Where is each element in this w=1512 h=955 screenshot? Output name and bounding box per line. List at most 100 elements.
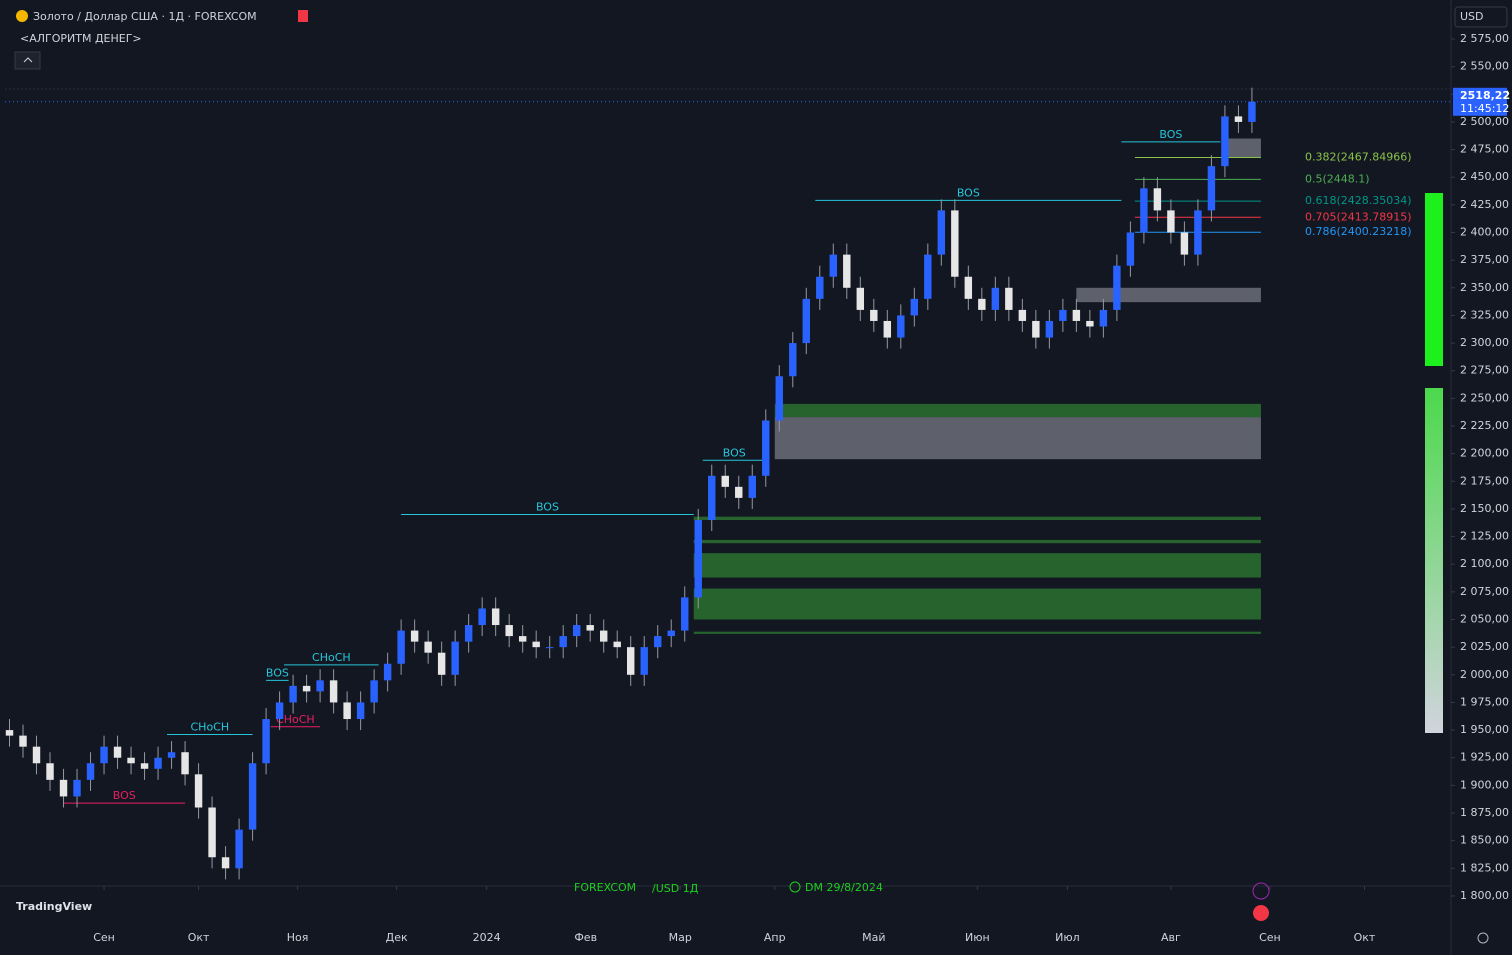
- candle-body: [1045, 320, 1054, 338]
- candle-body: [5, 730, 14, 736]
- candle-body: [167, 752, 176, 758]
- y-tick-label: 2 025,00: [1460, 640, 1509, 653]
- y-tick-label: 1 825,00: [1460, 861, 1509, 874]
- y-tick-label: 2 350,00: [1460, 281, 1509, 294]
- candle-body: [883, 320, 892, 338]
- x-tick-label: Окт: [188, 931, 210, 944]
- candle-body: [1140, 188, 1148, 233]
- candle-body: [464, 625, 473, 642]
- candle-body: [329, 680, 338, 703]
- candle-body: [32, 746, 41, 764]
- candle-body: [1126, 232, 1135, 266]
- x-tick-label: Окт: [1354, 931, 1376, 944]
- candle-body: [694, 519, 702, 598]
- candle-body: [613, 641, 621, 648]
- candle-body: [572, 625, 581, 637]
- y-tick-label: 2 150,00: [1460, 502, 1509, 515]
- structure-label: BOS: [957, 186, 980, 199]
- currency-button[interactable]: [1454, 6, 1508, 28]
- event-icon[interactable]: [1252, 882, 1270, 900]
- candle-body: [559, 636, 567, 648]
- candle-body: [599, 630, 608, 642]
- candle-body: [275, 702, 284, 720]
- clock-icon: [789, 881, 801, 893]
- zone: [693, 553, 1261, 578]
- symbol-icon: [16, 10, 28, 22]
- candle-body: [586, 625, 594, 631]
- candle-body: [640, 647, 648, 675]
- x-tick-label: Июл: [1055, 931, 1080, 944]
- candle-body: [897, 315, 905, 338]
- candle-body: [748, 475, 756, 498]
- strength-bar: [1425, 388, 1443, 733]
- structure-label: BOS: [723, 446, 746, 459]
- candle-body: [1032, 320, 1040, 338]
- candle-body: [937, 210, 946, 255]
- candle-body: [1221, 116, 1229, 167]
- x-tick-label: Июн: [965, 931, 990, 944]
- y-tick-label: 2 400,00: [1460, 226, 1509, 239]
- y-tick-label: 2 375,00: [1460, 253, 1509, 266]
- candle-body: [816, 276, 824, 299]
- y-tick-label: 2 275,00: [1460, 364, 1509, 377]
- candle-body: [46, 763, 54, 780]
- candle-body: [681, 597, 689, 631]
- candle-body: [235, 829, 243, 869]
- y-tick-label: 2 125,00: [1460, 530, 1509, 543]
- candle-body: [856, 287, 865, 310]
- candle-body: [248, 763, 257, 830]
- candle-body: [194, 774, 203, 808]
- candle-body: [1194, 210, 1202, 255]
- candle-body: [1248, 101, 1256, 122]
- y-tick-label: 1 850,00: [1460, 834, 1509, 847]
- candle-body: [491, 608, 500, 626]
- y-tick-label: 2 500,00: [1460, 115, 1509, 128]
- watermark-date: DM 29/8/2024: [805, 881, 883, 894]
- flag-icon[interactable]: [298, 10, 308, 22]
- candle-body: [1018, 309, 1027, 321]
- candle-body: [991, 287, 1000, 310]
- zone: [1224, 138, 1261, 158]
- candle-body: [478, 608, 486, 626]
- x-tick-label: 2024: [473, 931, 501, 944]
- y-tick-label: 2 325,00: [1460, 308, 1509, 321]
- settings-icon[interactable]: [1477, 932, 1489, 944]
- x-tick-label: Сен: [1259, 931, 1281, 944]
- candle-body: [1099, 309, 1108, 327]
- candle-body: [1153, 188, 1162, 211]
- candle-body: [316, 680, 324, 692]
- last-price-label: 2518,22: [1460, 89, 1510, 102]
- candle-body: [1059, 309, 1067, 321]
- y-tick-label: 2 000,00: [1460, 668, 1509, 681]
- collapse-button[interactable]: [14, 51, 41, 70]
- candle-body: [964, 276, 973, 299]
- candle-body: [451, 641, 459, 675]
- candle-body: [262, 719, 270, 764]
- y-tick-label: 2 450,00: [1460, 170, 1509, 183]
- candle-body: [1207, 166, 1216, 211]
- candle-body: [1005, 287, 1013, 310]
- candle-body: [437, 652, 446, 675]
- candle-body: [1167, 210, 1175, 233]
- candle-body: [505, 625, 513, 637]
- candle-body: [1234, 116, 1243, 122]
- candle-body: [356, 702, 365, 720]
- chart-title: Золото / Доллар США · 1Д · FOREXCOM: [33, 10, 257, 23]
- candle-body: [140, 763, 149, 769]
- candle-body: [208, 807, 216, 858]
- candle-body: [924, 254, 932, 299]
- structure-label: BOS: [536, 500, 559, 513]
- y-tick-label: 2 050,00: [1460, 613, 1509, 626]
- candle-body: [1072, 309, 1081, 321]
- x-tick-label: Авг: [1161, 931, 1181, 944]
- indicator-name: <АЛГОРИТМ ДЕНЕГ>: [20, 32, 142, 45]
- event-icon[interactable]: [1253, 905, 1269, 921]
- candle-body: [545, 647, 554, 649]
- candle-body: [735, 486, 743, 498]
- zone: [774, 403, 1261, 418]
- candle-body: [302, 685, 311, 692]
- structure-label: BOS: [113, 789, 136, 802]
- candle-body: [370, 680, 378, 703]
- candle-body: [518, 636, 527, 642]
